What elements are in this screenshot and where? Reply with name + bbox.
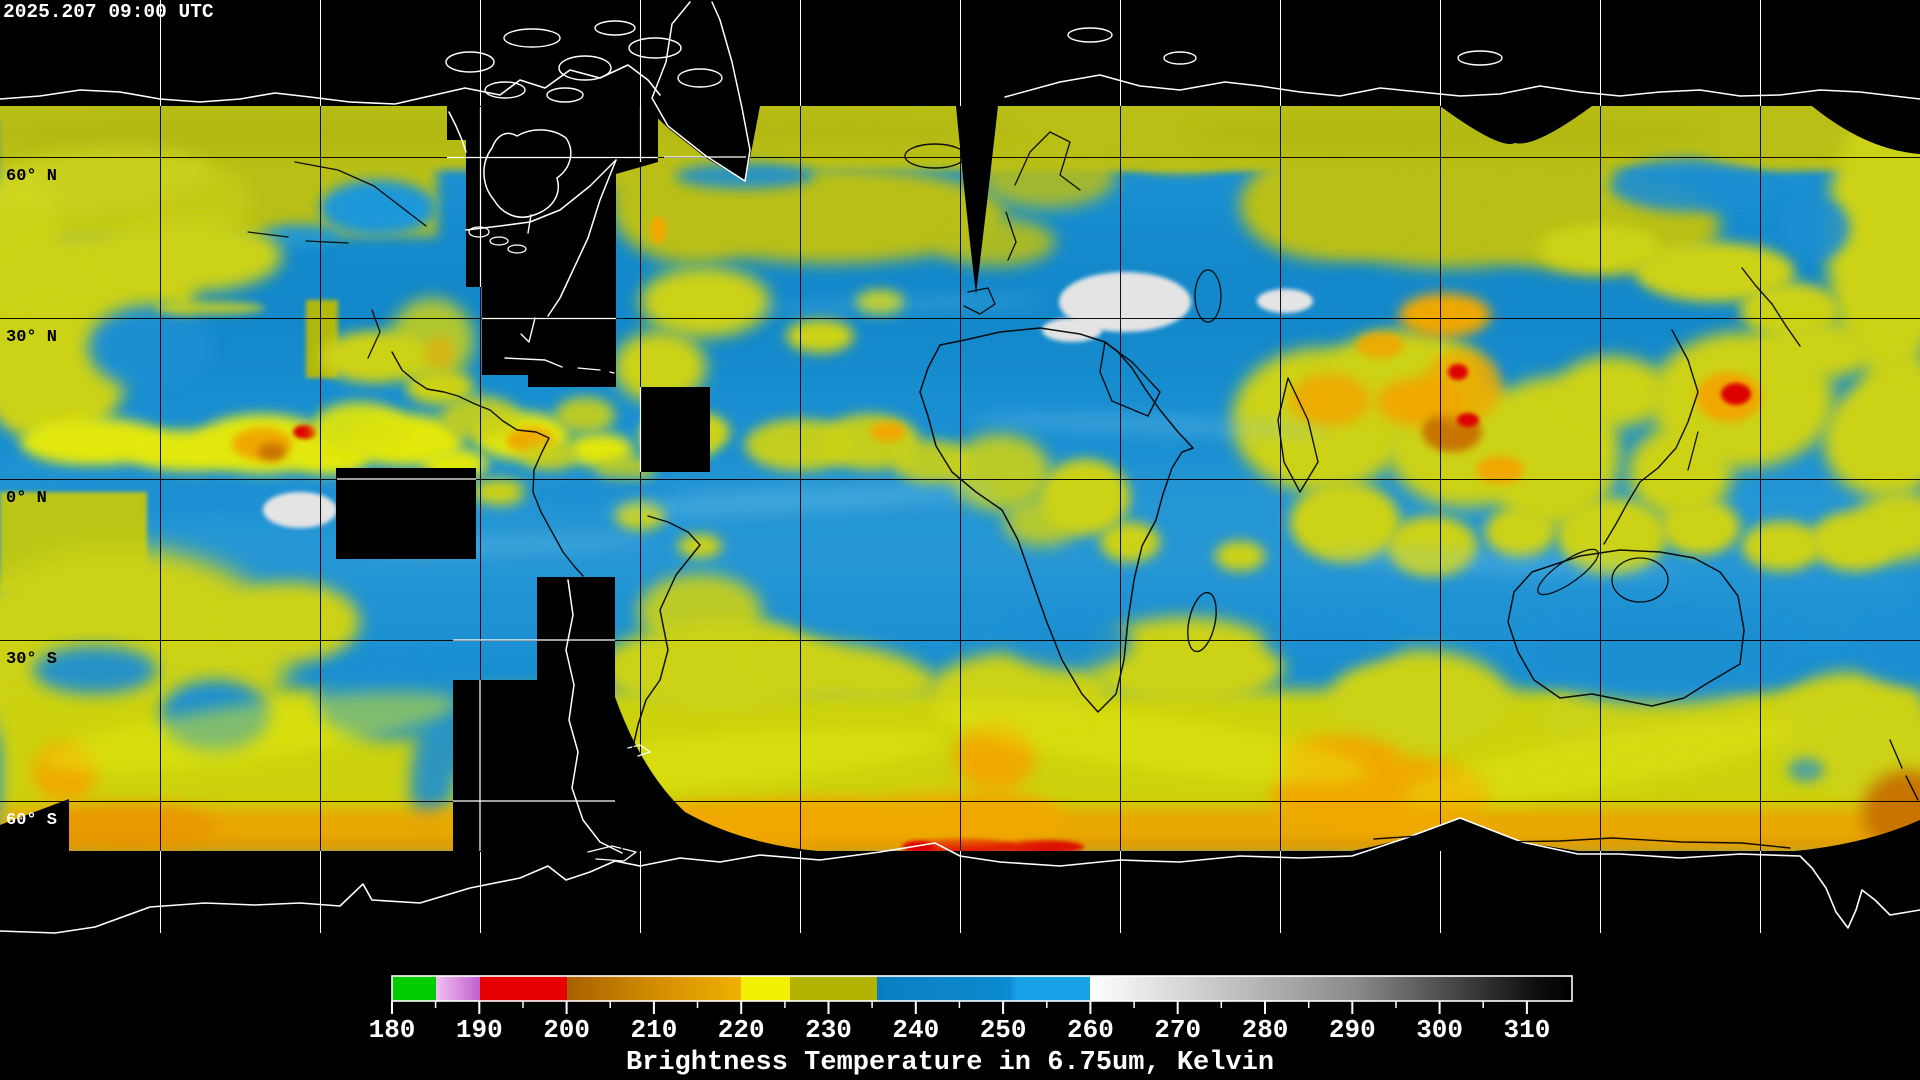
svg-text:60° S: 60° S [6, 811, 57, 830]
svg-text:270: 270 [1154, 1015, 1201, 1045]
svg-text:300: 300 [1416, 1015, 1463, 1045]
svg-text:190: 190 [456, 1015, 503, 1045]
svg-text:200: 200 [543, 1015, 590, 1045]
svg-text:30° S: 30° S [6, 650, 57, 669]
svg-text:290: 290 [1329, 1015, 1376, 1045]
svg-text:0° N: 0° N [6, 489, 47, 508]
svg-text:220: 220 [718, 1015, 765, 1045]
svg-text:260: 260 [1067, 1015, 1114, 1045]
svg-text:60° N: 60° N [6, 167, 57, 186]
svg-text:240: 240 [892, 1015, 939, 1045]
svg-text:210: 210 [630, 1015, 677, 1045]
svg-text:280: 280 [1242, 1015, 1289, 1045]
svg-text:2025.207 09:00 UTC: 2025.207 09:00 UTC [3, 1, 214, 23]
svg-text:Brightness Temperature in 6.75: Brightness Temperature in 6.75um, Kelvin [626, 1048, 1274, 1078]
svg-text:250: 250 [980, 1015, 1027, 1045]
svg-text:230: 230 [805, 1015, 852, 1045]
svg-text:180: 180 [369, 1015, 416, 1045]
svg-text:310: 310 [1503, 1015, 1550, 1045]
svg-text:30° N: 30° N [6, 328, 57, 347]
